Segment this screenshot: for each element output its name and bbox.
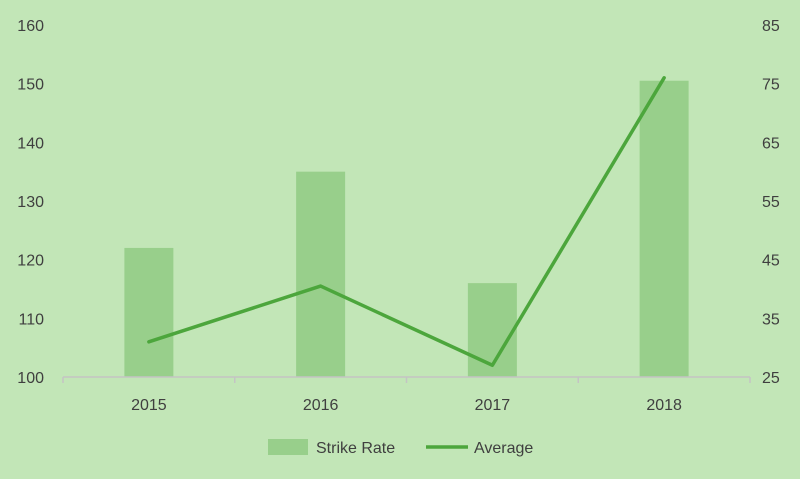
x-tick-label-2017: 2017 xyxy=(475,397,511,414)
right-tick-label-55: 55 xyxy=(762,194,780,211)
left-tick-label-140: 140 xyxy=(17,135,44,152)
legend-label-strike-rate: Strike Rate xyxy=(316,440,395,457)
legend-label-average: Average xyxy=(474,440,533,457)
left-tick-label-110: 110 xyxy=(18,311,44,328)
bar-strike-rate-2018 xyxy=(639,80,689,377)
legend: Strike Rate Average xyxy=(268,439,533,457)
left-tick-label-120: 120 xyxy=(17,253,44,270)
left-tick-label-130: 130 xyxy=(17,194,44,211)
right-tick-label-45: 45 xyxy=(762,253,780,270)
left-tick-label-160: 160 xyxy=(17,18,44,35)
right-tick-label-65: 65 xyxy=(762,135,780,152)
right-tick-label-75: 75 xyxy=(762,77,780,94)
bar-strike-rate-2015 xyxy=(124,247,174,377)
left-tick-label-150: 150 xyxy=(17,77,44,94)
right-tick-label-35: 35 xyxy=(762,311,780,328)
x-tick-label-2016: 2016 xyxy=(303,397,339,414)
bar-strike-rate-2016 xyxy=(296,171,346,377)
legend-swatch-strike-rate xyxy=(268,439,308,455)
bar-strike-rate-2017 xyxy=(467,283,517,377)
left-tick-label-100: 100 xyxy=(17,370,44,387)
x-axis-labels: 2015 2016 2017 2018 xyxy=(131,397,682,414)
right-tick-label-25: 25 xyxy=(762,370,780,387)
right-tick-label-85: 85 xyxy=(762,18,780,35)
right-y-axis: 25 35 45 55 65 75 85 xyxy=(762,18,780,387)
x-tick-label-2015: 2015 xyxy=(131,397,167,414)
x-tick-label-2018: 2018 xyxy=(646,397,682,414)
strike-rate-bars xyxy=(124,80,689,377)
x-axis-ticks xyxy=(62,377,751,383)
average-series-line xyxy=(147,76,666,368)
left-y-axis: 100 110 120 130 140 150 160 xyxy=(17,18,44,387)
